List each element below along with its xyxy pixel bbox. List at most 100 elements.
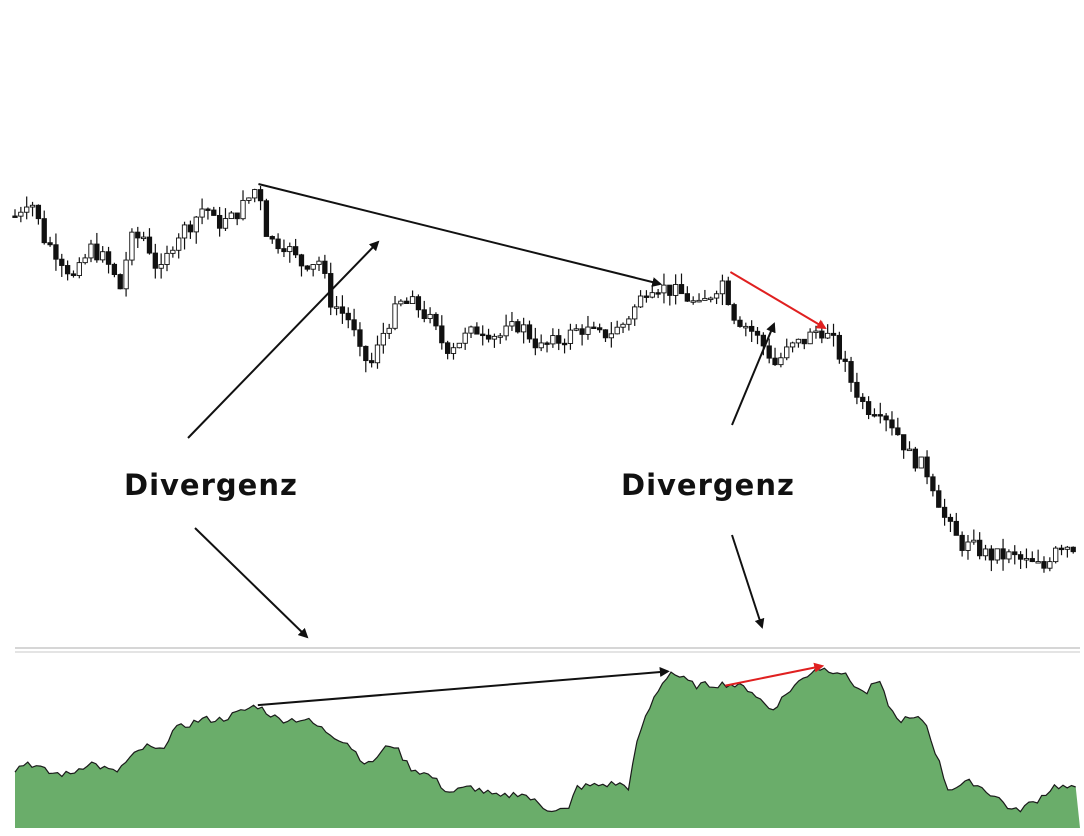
candle-body [123, 259, 129, 290]
candle [585, 315, 591, 340]
candle [76, 257, 82, 279]
divergence-label-left: Divergenz [124, 468, 298, 502]
candle [246, 197, 252, 204]
candle [64, 260, 71, 281]
candle [971, 529, 977, 545]
candle-body [836, 334, 843, 360]
candle [1047, 557, 1053, 572]
candle [702, 289, 708, 301]
candle [368, 352, 375, 368]
candle-body [860, 396, 866, 403]
candle [509, 311, 515, 331]
candle [211, 206, 217, 216]
candle [544, 341, 550, 353]
candle [947, 513, 954, 532]
candle [287, 242, 293, 263]
candle-body [374, 344, 381, 364]
candle [1023, 548, 1030, 569]
candle [427, 307, 433, 324]
candle [813, 325, 819, 339]
candle-body [64, 265, 71, 275]
candle-body [854, 381, 860, 398]
candle-body [263, 200, 270, 237]
price-trendline [729, 271, 827, 330]
candle [789, 341, 796, 353]
candle-body [713, 293, 720, 299]
candle [421, 300, 427, 323]
candle [439, 315, 445, 350]
candle [100, 246, 106, 263]
candle [871, 408, 878, 418]
candle [1012, 545, 1018, 565]
candle [784, 338, 790, 361]
candle [661, 273, 667, 304]
candle-body [988, 548, 995, 561]
candle-body [696, 299, 702, 303]
candle-body [784, 346, 790, 359]
candle-body [158, 264, 164, 269]
candle [292, 238, 299, 259]
candle-body [462, 332, 468, 344]
candle [503, 314, 509, 341]
candle-body [749, 325, 755, 332]
candle-body [906, 448, 913, 452]
candle-body [848, 361, 854, 383]
candle-body [468, 326, 474, 334]
candle [386, 323, 392, 339]
candle [281, 239, 287, 258]
candle-body [1053, 547, 1059, 563]
candle [216, 206, 223, 237]
candle-body [661, 284, 667, 294]
candle-body [1006, 551, 1012, 560]
candle [70, 270, 77, 278]
candle [807, 328, 813, 345]
candle-body [240, 199, 246, 220]
candle [480, 325, 486, 346]
candle-body [807, 331, 813, 345]
candle [830, 323, 837, 347]
candle-body [18, 211, 24, 217]
candle-body [830, 332, 837, 336]
arrow-left-down [194, 527, 309, 639]
candle [579, 324, 585, 346]
candle [409, 290, 416, 305]
candle [94, 232, 100, 263]
candle-body [193, 216, 199, 233]
candle [59, 253, 65, 277]
candle [310, 264, 316, 277]
candle-body [70, 273, 77, 276]
candle-body [275, 238, 281, 250]
candle [865, 396, 872, 420]
candle-body [1012, 551, 1018, 556]
candle [269, 235, 275, 244]
candle-body [287, 246, 293, 253]
candle [860, 393, 866, 410]
candle [152, 243, 158, 279]
candle [1006, 549, 1012, 564]
candle-body [24, 206, 30, 213]
candle-body [789, 342, 796, 348]
candle-body [439, 325, 445, 344]
candle-body [12, 215, 18, 218]
candle-body [339, 306, 346, 314]
price-trendlines [258, 183, 827, 330]
candle-body [719, 280, 726, 295]
candle-body [538, 342, 544, 349]
candle [158, 253, 164, 279]
candle [667, 284, 673, 306]
candle [35, 204, 42, 225]
candle-body [491, 335, 498, 340]
candle [772, 347, 778, 366]
candle-body [310, 264, 316, 270]
candle-body [1047, 561, 1053, 569]
candle [12, 209, 18, 218]
candle-body [246, 197, 252, 201]
candle [468, 325, 474, 338]
arrow-right-up [731, 322, 776, 426]
candle [912, 446, 919, 472]
candle-body [181, 224, 188, 239]
candle [597, 323, 603, 333]
candle-body [316, 260, 322, 265]
candle [1053, 546, 1059, 564]
candle-body [1041, 561, 1047, 569]
